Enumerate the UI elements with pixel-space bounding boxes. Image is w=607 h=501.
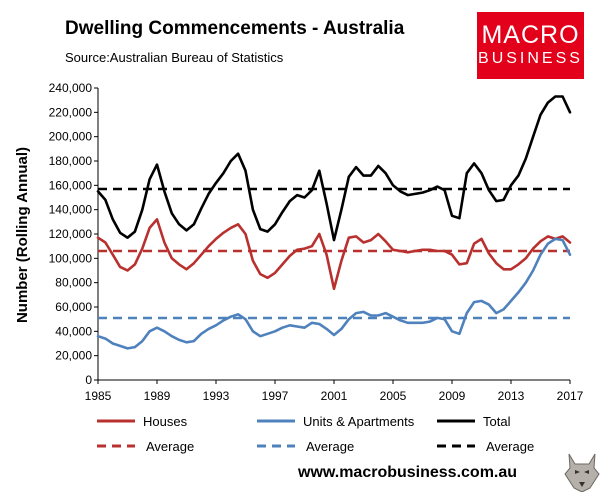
macrobusiness-logo: MACRO BUSINESS bbox=[477, 12, 584, 79]
x-tick-label: 2009 bbox=[439, 389, 466, 403]
y-tick-label: 180,000 bbox=[49, 154, 93, 168]
legend-label-houses: Houses bbox=[143, 414, 188, 429]
y-tick-label: 100,000 bbox=[49, 251, 93, 265]
chart-title: Dwelling Commencements - Australia bbox=[65, 18, 405, 39]
y-tick-label: 220,000 bbox=[49, 105, 93, 119]
chart-source: Source:Australian Bureau of Statistics bbox=[65, 50, 284, 65]
y-axis-label: Number (Rolling Annual) bbox=[14, 147, 31, 323]
y-tick-label: 80,000 bbox=[55, 276, 92, 290]
chart-legend: Houses Units & Apartments Total Average Aver… bbox=[97, 414, 534, 454]
x-tick-label: 1985 bbox=[85, 389, 112, 403]
series-line-units-apartments bbox=[96, 237, 572, 350]
y-tick-label: 140,000 bbox=[49, 203, 93, 217]
x-tick-label: 2001 bbox=[321, 389, 348, 403]
legend-label-average-2: Average bbox=[486, 439, 534, 454]
footer-url: www.macrobusiness.com.au bbox=[298, 464, 518, 481]
y-tick-label: 120,000 bbox=[49, 227, 93, 241]
y-tick-label: 0 bbox=[85, 373, 92, 387]
y-tick-label: 240,000 bbox=[49, 81, 93, 95]
x-tick-label: 1993 bbox=[203, 389, 230, 403]
series-line-total bbox=[96, 95, 572, 242]
x-tick-label: 2013 bbox=[498, 389, 525, 403]
legend-label-units-apartments: Units & Apartments bbox=[303, 414, 415, 429]
series-lines bbox=[96, 95, 572, 350]
wolf-mascot-icon bbox=[564, 453, 600, 492]
x-tick-label: 1997 bbox=[262, 389, 289, 403]
series-line-houses bbox=[96, 218, 572, 291]
chart-axes: 0 20,000 40,000 60,000 80,000 100,000 120,000 1… bbox=[49, 81, 584, 403]
logo-line-1: MACRO bbox=[481, 21, 580, 49]
x-tick-label: 2017 bbox=[557, 389, 584, 403]
legend-label-average-1: Average bbox=[306, 439, 354, 454]
logo-line-2: BUSINESS bbox=[478, 50, 583, 67]
legend-label-total: Total bbox=[483, 414, 511, 429]
x-tick-label: 1989 bbox=[144, 389, 171, 403]
y-tick-label: 40,000 bbox=[55, 324, 92, 338]
x-tick-label: 2005 bbox=[380, 389, 407, 403]
y-tick-label: 60,000 bbox=[55, 300, 92, 314]
y-tick-label: 160,000 bbox=[49, 178, 93, 192]
y-tick-label: 200,000 bbox=[49, 130, 93, 144]
average-lines bbox=[98, 187, 570, 320]
legend-label-average-0: Average bbox=[146, 439, 194, 454]
y-tick-label: 20,000 bbox=[55, 349, 92, 363]
